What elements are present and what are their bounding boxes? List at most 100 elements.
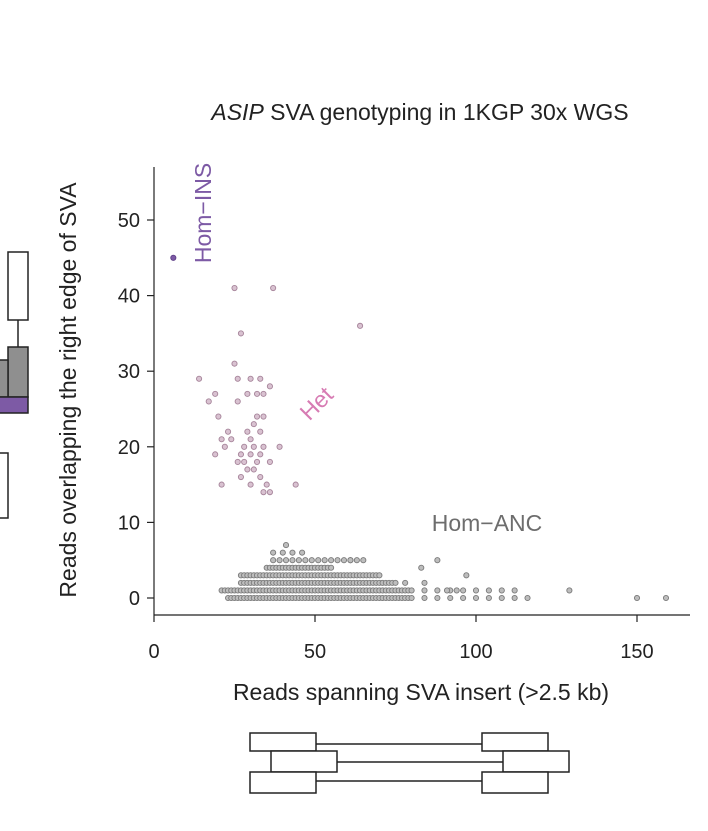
hom-anc-point	[328, 564, 335, 571]
y-tick-label: 0	[129, 588, 140, 610]
het-point	[260, 413, 267, 420]
hom-anc-point	[485, 594, 492, 602]
hom-anc-point	[447, 594, 454, 602]
x-tick-label: 150	[620, 641, 653, 663]
hom-anc-point	[360, 557, 367, 564]
het-point	[247, 436, 254, 443]
x-tick-label: 0	[148, 641, 159, 663]
het-point	[221, 443, 228, 450]
hom-anc-point	[418, 564, 425, 571]
hom-anc-point	[434, 594, 441, 602]
het-point	[250, 466, 257, 473]
het-point	[244, 390, 251, 397]
hom-anc-point	[392, 579, 399, 586]
het-point	[266, 489, 273, 496]
hom-anc-point	[453, 587, 460, 594]
boxplot-box-upper	[7, 251, 29, 321]
hom-anc-point	[328, 557, 335, 564]
hom-anc-point	[434, 557, 441, 564]
hom-anc-point	[421, 594, 428, 602]
het-point	[234, 458, 241, 465]
het-point	[212, 390, 219, 397]
hom-anc-point	[421, 579, 428, 586]
het-point	[234, 375, 241, 382]
hom-anc-point	[289, 557, 296, 564]
het-point	[253, 458, 261, 465]
het-point	[215, 413, 222, 420]
het-point	[241, 458, 248, 465]
hom-anc-point	[402, 579, 409, 586]
het-point	[250, 421, 257, 428]
het-point	[247, 481, 254, 488]
hom-anc-point	[282, 557, 290, 564]
schematic-block-1	[249, 732, 317, 752]
hom-anc-point	[353, 557, 360, 564]
schematic-block-3	[270, 750, 338, 773]
hom-anc-point	[472, 587, 480, 594]
hom-anc-point	[289, 549, 296, 556]
hom-anc-point	[566, 587, 573, 594]
hom-anc-point	[498, 594, 505, 602]
hom-anc-point	[270, 549, 277, 556]
hom-anc-point	[485, 587, 492, 594]
hom-anc-point	[460, 587, 467, 594]
y-tick-label: 10	[118, 512, 140, 534]
hom-ins-point	[170, 254, 177, 261]
het-point	[247, 451, 254, 458]
data-points	[170, 254, 670, 602]
x-axis-label: Reads spanning SVA insert (>2.5 kb)	[233, 679, 609, 705]
y-axis-label: Reads overlapping the right edge of SVA	[55, 182, 81, 598]
het-point	[292, 481, 299, 488]
chart-title-gene: ASIP	[209, 99, 264, 125]
boxplot-box-gray	[7, 346, 29, 398]
hom-anc-point	[270, 557, 277, 564]
hom-anc-point	[334, 557, 341, 564]
y-tick-label: 30	[118, 361, 140, 383]
hom-anc-point	[511, 594, 518, 602]
boxplot-fragment	[0, 251, 29, 519]
het-point	[244, 428, 251, 435]
hom-anc-point	[460, 594, 467, 602]
het-point	[241, 443, 248, 450]
het-point	[257, 473, 264, 481]
het-point	[212, 451, 219, 458]
schematic-block-2	[481, 732, 549, 752]
chart-title-rest: SVA genotyping in 1KGP 30x WGS	[264, 99, 629, 125]
boxplot-box-purple	[0, 396, 29, 414]
hom-anc-point	[299, 549, 306, 556]
het-point	[257, 428, 264, 435]
schematic-block-6	[481, 771, 549, 794]
hom-anc-point	[376, 572, 383, 579]
hom-anc-point	[434, 587, 441, 594]
hom-anc-point	[408, 594, 415, 602]
hom-anc-point	[472, 594, 480, 602]
het-point	[237, 451, 244, 458]
hom-ins-label: Hom−INS	[190, 163, 216, 263]
het-point	[237, 473, 244, 481]
hom-anc-point	[282, 542, 290, 549]
het-point	[257, 375, 264, 382]
het-point	[260, 443, 267, 450]
het-point	[266, 458, 273, 465]
hom-anc-point	[302, 557, 309, 564]
hom-anc-point	[295, 557, 302, 564]
hom-anc-point	[347, 557, 354, 564]
hom-anc-label: Hom−ANC	[432, 510, 543, 536]
hom-anc-point	[524, 594, 531, 602]
het-point	[276, 443, 283, 450]
hom-anc-point	[308, 557, 315, 564]
het-point	[253, 390, 261, 397]
boxplot-box-gray-left	[0, 359, 9, 398]
boxplot-box-lower	[0, 452, 9, 519]
het-point	[253, 413, 261, 420]
het-label: Het	[294, 381, 338, 425]
chart-title: ASIP SVA genotyping in 1KGP 30x WGS	[209, 99, 628, 125]
hom-anc-point	[633, 594, 641, 602]
het-point	[225, 428, 232, 435]
het-point	[266, 383, 273, 390]
y-tick-label: 40	[118, 286, 140, 308]
het-point	[260, 390, 267, 397]
hom-anc-point	[443, 587, 451, 594]
het-point	[250, 443, 257, 450]
